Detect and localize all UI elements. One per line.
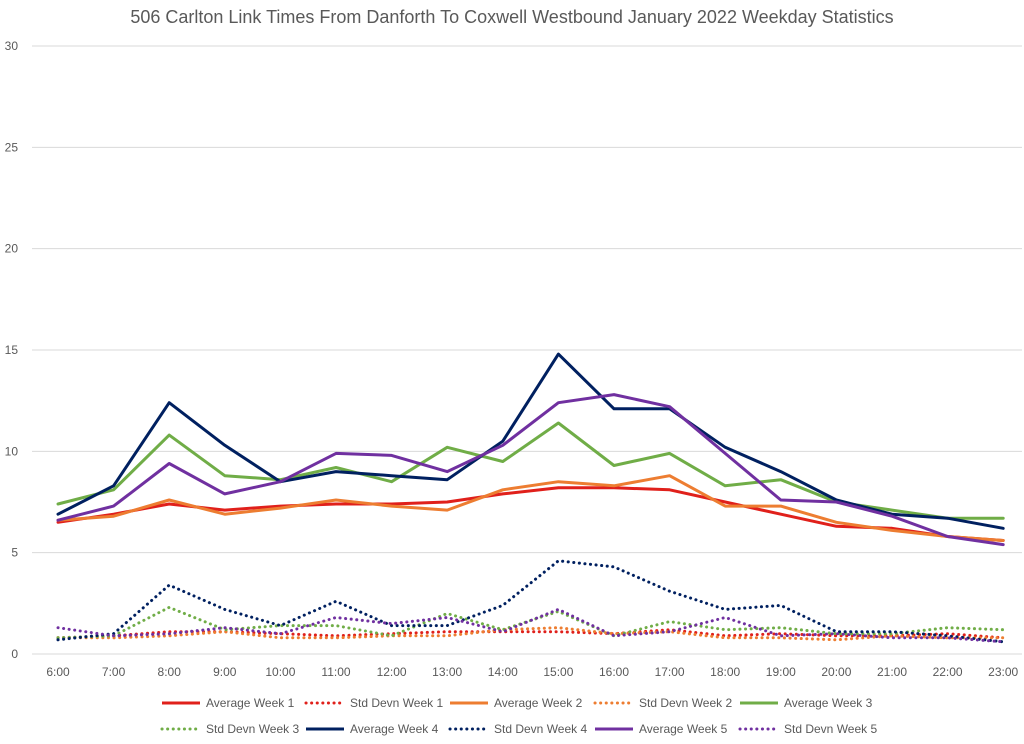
x-tick-label: 7:00	[102, 665, 126, 679]
series-line-average-week-5	[56, 393, 1005, 547]
x-tick-label: 21:00	[877, 665, 907, 679]
x-tick-label: 8:00	[158, 665, 182, 679]
y-tick-label: 30	[5, 39, 19, 53]
x-tick-label: 23:00	[988, 665, 1018, 679]
legend: Average Week 1 Std Devn Week 1 Average Wee…	[160, 696, 877, 736]
legend-item: Std Devn Week 3	[160, 722, 299, 736]
x-tick-label: 14:00	[488, 665, 518, 679]
legend-label: Average Week 2	[494, 696, 583, 710]
x-tick-label: 11:00	[321, 665, 350, 679]
legend-item: Average Week 4	[306, 722, 439, 736]
legend-item: Std Devn Week 1	[304, 696, 443, 710]
x-tick-label: 13:00	[432, 665, 462, 679]
series-line-average-week-3	[56, 421, 1005, 520]
y-tick-label: 25	[5, 140, 19, 154]
legend-label: Average Week 3	[784, 696, 873, 710]
x-tick-label: 12:00	[377, 665, 407, 679]
legend-label: Average Week 1	[206, 696, 295, 710]
legend-label: Std Devn Week 3	[206, 722, 299, 736]
legend-label: Std Devn Week 2	[639, 696, 732, 710]
y-tick-label: 20	[5, 242, 19, 256]
x-tick-label: 10:00	[265, 665, 295, 679]
x-tick-label: 6:00	[46, 665, 70, 679]
legend-item: Std Devn Week 4	[448, 722, 587, 736]
series-line-std-devn-week-3	[56, 605, 1005, 640]
x-tick-label: 9:00	[213, 665, 237, 679]
y-tick-label: 15	[5, 343, 19, 357]
legend-label: Average Week 4	[350, 722, 439, 736]
legend-item: Average Week 1	[162, 696, 295, 710]
legend-item: Average Week 2	[450, 696, 583, 710]
series-line-std-devn-week-4	[56, 559, 1005, 644]
x-tick-label: 17:00	[655, 665, 685, 679]
legend-label: Std Devn Week 4	[494, 722, 587, 736]
series-line-average-week-4	[56, 352, 1005, 530]
series-line-average-week-1	[56, 486, 1005, 542]
y-tick-label: 5	[11, 546, 18, 560]
x-tick-label: 15:00	[543, 665, 573, 679]
legend-item: Std Devn Week 5	[738, 722, 877, 736]
legend-label: Std Devn Week 5	[784, 722, 877, 736]
legend-label: Std Devn Week 1	[350, 696, 443, 710]
y-tick-label: 0	[11, 647, 18, 661]
legend-label: Average Week 5	[639, 722, 728, 736]
y-tick-label: 10	[5, 444, 19, 458]
x-axis-ticks: 6:00 7:00 8:00 9:00 10:00 11:00 12:00 13:00 14:0…	[46, 665, 1018, 679]
x-tick-label: 19:00	[766, 665, 796, 679]
y-axis-ticks: 0 5 10 15 20 25 30	[5, 39, 19, 661]
series-line-std-devn-week-5	[56, 607, 1005, 644]
series-line-std-devn-week-2	[56, 626, 1005, 642]
chart-title: 506 Carlton Link Times From Danforth To …	[130, 7, 893, 27]
x-tick-label: 16:00	[599, 665, 629, 679]
legend-item: Std Devn Week 2	[593, 696, 732, 710]
gridlines	[32, 45, 1022, 655]
x-tick-label: 22:00	[933, 665, 963, 679]
series-line-average-week-2	[56, 474, 1005, 542]
series-lines	[56, 352, 1005, 644]
x-tick-label: 18:00	[710, 665, 740, 679]
legend-item: Average Week 5	[595, 722, 728, 736]
legend-item: Average Week 3	[740, 696, 873, 710]
x-tick-label: 20:00	[821, 665, 851, 679]
